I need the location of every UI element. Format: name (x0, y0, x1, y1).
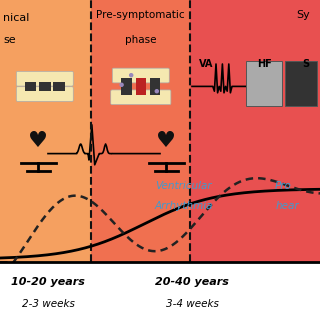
Bar (285, 61, 317, 106)
Bar (39, 82, 51, 91)
FancyBboxPatch shape (111, 90, 171, 105)
FancyBboxPatch shape (112, 68, 169, 83)
Text: ♥: ♥ (28, 131, 48, 151)
Text: HF: HF (257, 59, 271, 69)
Text: 3-4 weeks: 3-4 weeks (165, 299, 219, 309)
Bar (136, 78, 146, 95)
Bar (0, 262, 320, 320)
FancyBboxPatch shape (16, 71, 73, 86)
Bar (53, 82, 65, 91)
Bar (91, 0, 190, 262)
Text: 20-40 years: 20-40 years (155, 276, 229, 287)
Text: Pro: Pro (275, 180, 292, 191)
Text: VA: VA (199, 59, 213, 69)
Bar (121, 78, 132, 95)
Text: nical: nical (3, 13, 29, 23)
Circle shape (129, 73, 133, 77)
Text: phase: phase (125, 35, 156, 45)
Text: hear: hear (275, 201, 299, 212)
Bar (0, 0, 91, 262)
Text: ♥: ♥ (156, 131, 176, 151)
Text: 2-3 weeks: 2-3 weeks (21, 299, 75, 309)
Bar (246, 61, 282, 106)
Text: 10-20 years: 10-20 years (11, 276, 85, 287)
Circle shape (155, 89, 159, 93)
Bar (25, 82, 36, 91)
Text: Ventricular: Ventricular (156, 180, 212, 191)
Bar (190, 0, 320, 262)
Text: S: S (302, 59, 309, 69)
Text: Sy: Sy (297, 10, 310, 20)
FancyBboxPatch shape (16, 87, 73, 101)
Circle shape (119, 83, 124, 87)
Bar (150, 78, 160, 95)
Text: se: se (3, 35, 16, 45)
Text: Pre-symptomatic: Pre-symptomatic (97, 10, 185, 20)
Text: Arrhythmia: Arrhythmia (155, 201, 213, 212)
